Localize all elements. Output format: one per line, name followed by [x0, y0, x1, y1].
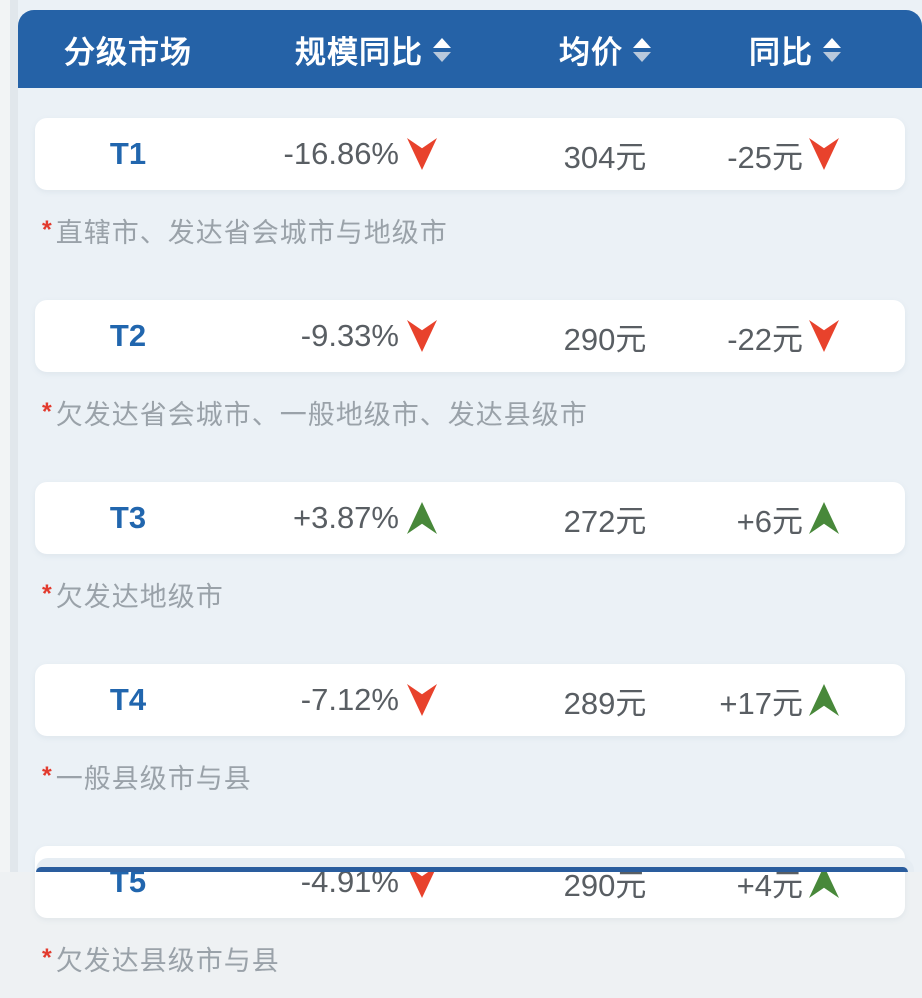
table-row-t4: T4 -7.12% 289元 +17元: [35, 664, 905, 736]
sort-down-triangle-icon: [433, 52, 451, 62]
footnote-text: 一般县级市与县: [55, 763, 252, 794]
tier-label: T2: [109, 318, 147, 353]
asterisk-marker: *: [42, 397, 53, 426]
table-header: 分级市场 规模同比 均价 同比: [18, 10, 922, 88]
price-yoy-cell: +17元: [685, 678, 905, 723]
header-cell-avg-price[interactable]: 均价: [525, 27, 685, 72]
scale-yoy-value: +3.87%: [292, 500, 399, 535]
price-yoy-value: +6元: [736, 503, 803, 539]
asterisk-marker: *: [42, 579, 53, 608]
sort-icon[interactable]: [433, 36, 451, 62]
sort-icon[interactable]: [633, 36, 651, 62]
footnote-t3: * 欠发达地级市: [18, 554, 922, 634]
footnote-t2: * 欠发达省会城市、一般地级市、发达县级市: [18, 372, 922, 452]
tier-market-table: 分级市场 规模同比 均价 同比 T1 -16.86%: [18, 0, 922, 976]
table-row-t2: T2 -9.33% 290元 -22元: [35, 300, 905, 372]
avg-price-value: 304元: [563, 139, 647, 175]
footnote-t4: * 一般县级市与县: [18, 736, 922, 816]
next-table-header-partial: [36, 867, 908, 872]
sort-icon[interactable]: [823, 36, 841, 62]
footnote-t5: * 欠发达县级市与县: [18, 918, 922, 998]
header-label-scale-yoy: 规模同比: [295, 34, 423, 70]
trend-arrow-icon: [809, 138, 839, 170]
price-yoy-cell: -25元: [685, 132, 905, 177]
footnote-text: 直辖市、发达省会城市与地级市: [55, 217, 448, 248]
table-row-t3: T3 +3.87% 272元 +6元: [35, 482, 905, 554]
avg-price-value: 289元: [563, 685, 647, 721]
footnote-text: 欠发达地级市: [55, 581, 224, 612]
trend-arrow-icon: [809, 502, 839, 534]
header-label-avg-price: 均价: [559, 34, 623, 70]
sort-up-triangle-icon: [633, 38, 651, 48]
sort-up-triangle-icon: [823, 38, 841, 48]
price-yoy-value: -25元: [727, 139, 803, 175]
asterisk-marker: *: [42, 215, 53, 244]
trend-arrow-icon: [407, 502, 437, 534]
tier-label: T4: [109, 682, 147, 717]
header-label-price-yoy: 同比: [749, 34, 813, 70]
sort-down-triangle-icon: [633, 52, 651, 62]
footnote-text: 欠发达省会城市、一般地级市、发达县级市: [55, 399, 588, 430]
sort-up-triangle-icon: [433, 38, 451, 48]
scale-yoy-value: -7.12%: [300, 682, 399, 717]
scale-yoy-value: -16.86%: [283, 136, 399, 171]
trend-arrow-icon: [809, 320, 839, 352]
header-cell-tier-market: 分级市场: [35, 27, 221, 72]
scale-yoy-cell: -16.86%: [221, 136, 525, 172]
price-yoy-cell: -22元: [685, 314, 905, 359]
table-row-t5: T5 -4.91% 290元 +4元: [35, 846, 905, 918]
tier-label: T1: [109, 136, 147, 171]
footnote-text: 欠发达县级市与县: [55, 945, 280, 976]
avg-price-value: 290元: [563, 321, 647, 357]
sort-down-triangle-icon: [823, 52, 841, 62]
trend-arrow-icon: [407, 684, 437, 716]
tier-label: T3: [109, 500, 147, 535]
scale-yoy-cell: +3.87%: [221, 500, 525, 536]
header-label-tier-market: 分级市场: [64, 34, 192, 70]
scale-yoy-cell: -7.12%: [221, 682, 525, 718]
avg-price-value: 272元: [563, 503, 647, 539]
price-yoy-value: +17元: [719, 685, 803, 721]
trend-arrow-icon: [407, 138, 437, 170]
header-cell-scale-yoy[interactable]: 规模同比: [221, 27, 525, 72]
asterisk-marker: *: [42, 943, 53, 972]
asterisk-marker: *: [42, 761, 53, 790]
scale-yoy-cell: -9.33%: [221, 318, 525, 354]
footnote-t1: * 直辖市、发达省会城市与地级市: [18, 190, 922, 270]
price-yoy-cell: +6元: [685, 496, 905, 541]
table-row-t1: T1 -16.86% 304元 -25元: [35, 118, 905, 190]
trend-arrow-icon: [809, 684, 839, 716]
scale-yoy-value: -9.33%: [300, 318, 399, 353]
price-yoy-value: -22元: [727, 321, 803, 357]
trend-arrow-icon: [407, 320, 437, 352]
header-cell-price-yoy[interactable]: 同比: [685, 27, 905, 72]
page-left-margin: [0, 0, 18, 872]
